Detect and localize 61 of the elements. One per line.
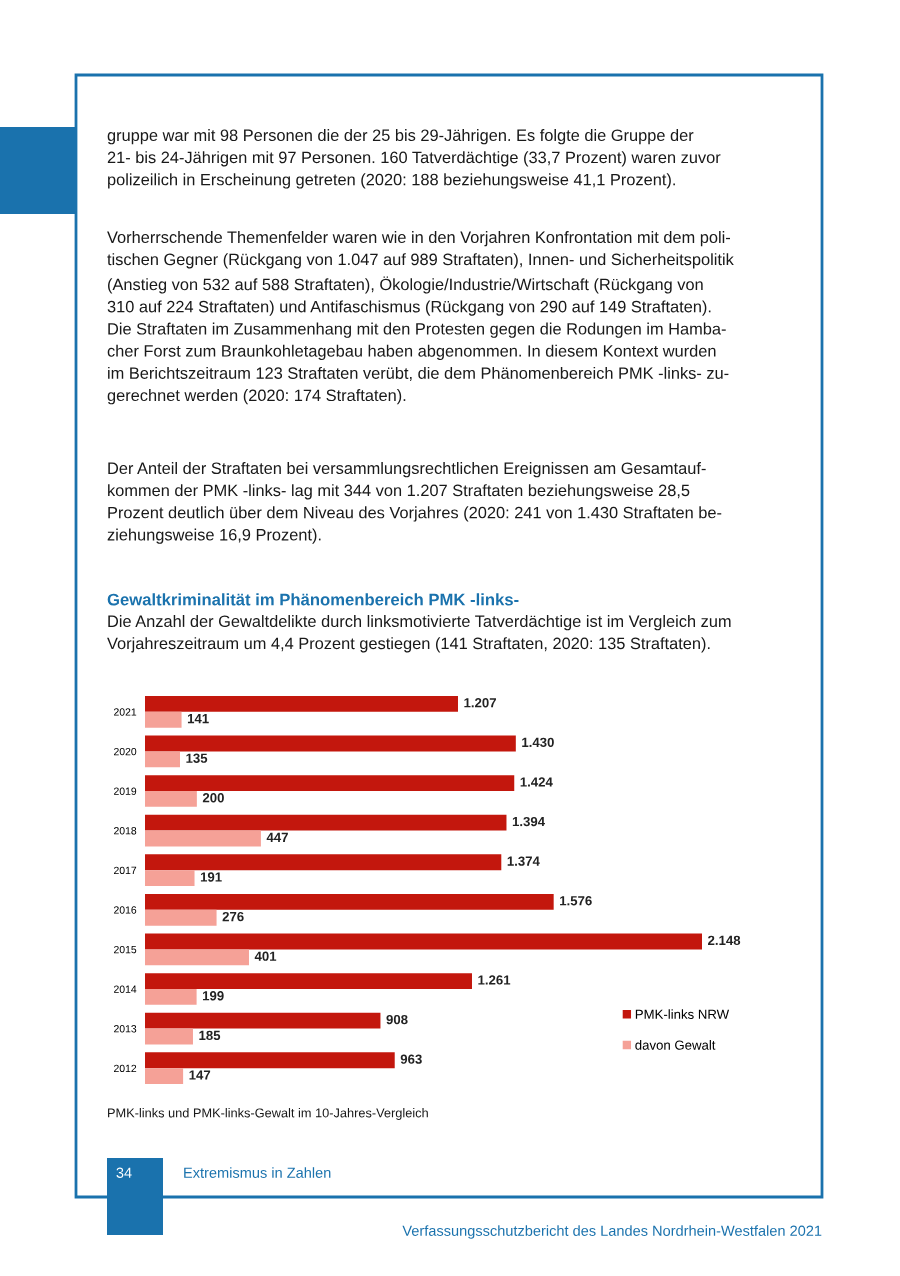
bar bbox=[145, 1068, 184, 1085]
bar bbox=[145, 893, 554, 910]
text: gruppe war mit 98 Personen die der 25 bis 29-Jährigen. Es folgte die Gruppe der 21- bis 24-Jährigen mit 97 Personen. 160 Tatverdächtige (33,7 Prozent) waren zuvor polizeilich in Erscheinung getreten (2020: 188 beziehungsweise 41,1 Prozent). bbox=[107, 129, 721, 189]
bar bbox=[145, 695, 458, 712]
bar bbox=[145, 870, 195, 887]
text: 34 bbox=[116, 1167, 132, 1178]
y-tick-label: 2015 bbox=[114, 945, 137, 954]
y-tick-label: 2013 bbox=[114, 1025, 137, 1033]
bar bbox=[145, 1052, 395, 1069]
bar bbox=[145, 751, 181, 768]
y-tick-label: 2014 bbox=[114, 985, 137, 993]
legend-label: davon Gewalt bbox=[635, 1040, 716, 1050]
bar bbox=[145, 775, 515, 791]
data-label: 1.374 bbox=[507, 856, 540, 866]
y-tick-label: 2018 bbox=[114, 827, 137, 835]
data-label: 1.424 bbox=[520, 777, 553, 787]
data-label: 141 bbox=[187, 714, 209, 724]
y-tick-label: 2012 bbox=[114, 1064, 137, 1073]
bar bbox=[145, 791, 197, 807]
bar bbox=[145, 735, 516, 752]
y-tick-label: 2021 bbox=[114, 708, 137, 716]
data-label: 199 bbox=[202, 991, 224, 1001]
bar bbox=[145, 989, 197, 1005]
text: PMK-links und PMK-links-Gewalt im 10-Jahres-Vergleich bbox=[108, 1108, 428, 1120]
y-tick-label: 2020 bbox=[114, 747, 137, 756]
y-tick-label: 2019 bbox=[114, 787, 137, 795]
data-label: 1.394 bbox=[512, 816, 545, 827]
bar bbox=[145, 814, 507, 831]
data-label: 147 bbox=[189, 1070, 211, 1080]
data-label: 963 bbox=[400, 1054, 422, 1064]
text: Extremismus in Zahlen bbox=[184, 1167, 331, 1178]
data-label: 185 bbox=[199, 1030, 221, 1041]
data-label: 908 bbox=[386, 1014, 408, 1025]
chart-title: Gewaltkriminalität im Phänomenbereich PMK -links- bbox=[107, 593, 519, 606]
bar bbox=[145, 1012, 381, 1029]
data-label: 1.261 bbox=[478, 975, 511, 985]
y-tick-label: 2017 bbox=[114, 866, 137, 875]
data-label: 200 bbox=[202, 793, 224, 803]
bar bbox=[145, 933, 702, 950]
bar bbox=[145, 949, 249, 966]
data-label: 447 bbox=[266, 832, 288, 842]
bar bbox=[145, 973, 472, 989]
data-label: 2.148 bbox=[708, 935, 741, 946]
data-label: 276 bbox=[222, 911, 244, 922]
bar bbox=[145, 909, 217, 926]
data-label: 401 bbox=[254, 951, 277, 961]
data-label: 1.207 bbox=[464, 698, 496, 708]
legend-label: PMK-links NRW bbox=[635, 1009, 730, 1019]
y-tick-label: 2016 bbox=[114, 906, 137, 914]
text: Verfassungsschutzbericht des Landes Nordrhein-Westfalen 2021 bbox=[402, 1225, 822, 1239]
bar bbox=[145, 1028, 193, 1045]
data-label: 1.576 bbox=[560, 896, 592, 906]
data-label: 191 bbox=[200, 872, 222, 882]
chart-subtitle: Die Anzahl der Gewaltdelikte durch linksmotivierte Tatverdächtige ist im Vergleich zum Vorjahreszeitraum um 4,4 Prozent gestiegen (141 Straftaten, 2020: 135 Straftaten). bbox=[107, 615, 731, 653]
text: Der Anteil der Straftaten bei versammlungsrechtlichen Ereignissen am Gesamtauf- kommen der PMK -links- lag mit 344 von 1.207 Straftaten beziehungsweise 28,5 Prozent deutlich über dem Niveau des Vorjahres (2020: 241 von 1.430 Straftaten be- ziehungsweise 16,9 Prozent). bbox=[107, 462, 722, 544]
text: Vorherrschende Themenfelder waren wie in den Vorjahren Konfrontation mit dem poli- tischen Gegner (Rückgang von 1.047 auf 989 Straftaten), Innen- und Sicherheitspolitik (Anstieg von 532 auf 588 Straftaten), Ökologie/Industrie/Wirtschaft (Rückgang von 310 auf 224 Straftaten) und Antifaschismus (Rückgang von 290 auf 149 Straftaten). Die Straftaten im Zusammenhang mit den Protesten gegen die Rodungen im Hamba- cher Forst zum Braunkohletagebau haben abgenommen. In diesem Kontext wurden im Berichtszeitraum 123 Straftaten verübt, die dem Phänomenbereich PMK -links- zu- gerechnet werden (2020: 174 Straftaten). bbox=[107, 231, 734, 405]
bar bbox=[145, 830, 261, 847]
bar bbox=[145, 854, 502, 871]
bar bbox=[145, 711, 182, 728]
data-label: 1.430 bbox=[522, 737, 554, 748]
data-label: 135 bbox=[186, 753, 208, 763]
